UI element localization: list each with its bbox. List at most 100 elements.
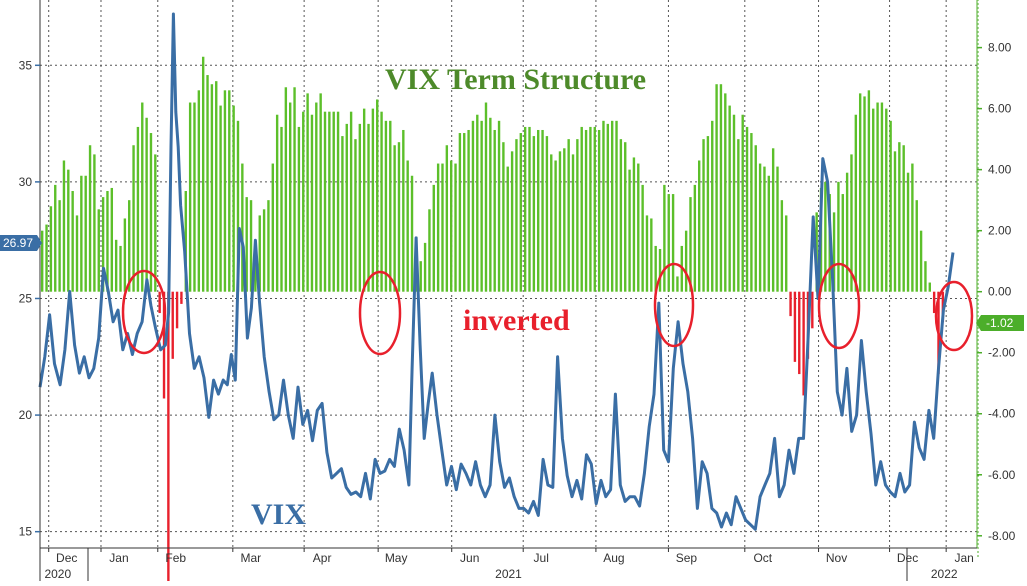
vix-line-layer [38, 12, 955, 531]
term-structure-bar [432, 184, 435, 292]
term-structure-bar [228, 90, 231, 292]
term-structure-bar [402, 129, 405, 292]
term-structure-bar [132, 145, 135, 292]
term-structure-bar [188, 102, 192, 292]
term-structure-bar [763, 166, 766, 292]
term-structure-bar [341, 136, 344, 292]
term-structure-bar [850, 154, 853, 292]
term-structure-bar [932, 291, 936, 314]
term-structure-bar [876, 102, 879, 292]
term-structure-bar [71, 191, 74, 292]
term-structure-bar [767, 175, 771, 292]
term-structure-bar [711, 120, 714, 292]
vix-label: VIX [251, 498, 306, 531]
term-structure-bar [571, 154, 575, 292]
term-structure-bar [241, 163, 244, 292]
term-structure-bar [724, 93, 727, 292]
month-label: Jan [109, 551, 128, 565]
month-label: Aug [603, 551, 624, 565]
term-structure-bar [523, 126, 527, 292]
year-label: 2021 [495, 567, 522, 581]
term-structure-bar [872, 108, 875, 292]
term-structure-bar [358, 123, 362, 292]
term-structure-bar [201, 56, 205, 292]
term-structure-bar [128, 200, 131, 292]
term-structure-bar [463, 133, 466, 292]
month-label: May [385, 551, 408, 565]
term-structure-bar [371, 108, 375, 292]
right-value-badge: -1.02 [976, 315, 1024, 331]
term-structure-bar [336, 111, 340, 292]
term-structure-bar [754, 145, 757, 292]
term-structure-bar [449, 160, 453, 292]
term-structure-bar [580, 126, 583, 292]
term-structure-bar [419, 261, 422, 292]
term-structure-bar [441, 163, 444, 292]
month-label: Feb [165, 551, 186, 565]
right-value-badge-text: -1.02 [986, 316, 1014, 330]
term-structure-bar [306, 93, 309, 292]
term-structure-bar [632, 157, 636, 292]
term-structure-bar [811, 291, 814, 329]
left-tick-label: 30 [19, 175, 33, 189]
right-tick-label: 0.00 [988, 285, 1012, 299]
term-structure-bar [506, 166, 509, 292]
term-structure-bar [332, 111, 335, 292]
term-structure-bar [49, 206, 53, 292]
term-structure-bar [384, 120, 388, 292]
term-structure-bars [41, 56, 945, 586]
term-structure-bar [323, 111, 327, 292]
term-structure-bar [249, 200, 253, 292]
term-structure-bar [423, 242, 427, 292]
term-structure-bar [315, 102, 318, 292]
term-structure-bar [802, 291, 805, 396]
term-structure-bar [380, 111, 383, 292]
term-structure-bar [550, 154, 553, 292]
term-structure-bar [911, 163, 914, 292]
term-structure-bar [854, 114, 858, 292]
term-structure-bar [97, 209, 100, 292]
term-structure-bar [480, 120, 483, 292]
month-label: Nov [826, 551, 847, 565]
term-structure-bar [567, 139, 570, 292]
month-label: Jun [460, 551, 479, 565]
term-structure-bar [123, 218, 127, 292]
month-label: Dec [897, 551, 918, 565]
term-structure-bar [410, 175, 414, 292]
term-structure-bar [271, 163, 274, 292]
month-label: Jul [534, 551, 549, 565]
term-structure-bar [180, 291, 183, 304]
term-structure-bar [184, 191, 187, 292]
term-structure-bar [658, 248, 662, 292]
term-structure-bar [589, 126, 592, 292]
term-structure-bar [141, 102, 144, 292]
right-tick-label: 2.00 [988, 224, 1012, 238]
left-value-badge-text: 26.97 [3, 236, 33, 250]
term-structure-bar [289, 102, 292, 292]
term-structure-bar [254, 258, 257, 292]
term-structure-bar [558, 151, 562, 292]
term-structure-bar [798, 291, 801, 375]
term-structure-bar [893, 151, 897, 292]
term-structure-bar [175, 291, 179, 329]
annotations: VIX Term Structure inverted VIX [251, 63, 646, 531]
term-structure-bar [745, 126, 749, 292]
term-structure-bar [101, 197, 105, 292]
left-value-badge: 26.97 [0, 235, 42, 251]
term-structure-bar [541, 129, 544, 292]
right-tick-label: -4.00 [988, 407, 1016, 421]
term-structure-bar [576, 139, 579, 292]
left-tick-label: 35 [19, 58, 33, 72]
term-structure-bar [789, 291, 792, 317]
term-structure-bar [537, 129, 540, 292]
month-label: Jan [954, 551, 973, 565]
term-structure-bar [45, 224, 48, 292]
term-structure-bar [515, 139, 518, 292]
term-structure-bar [223, 90, 227, 292]
term-structure-bar [267, 200, 270, 292]
term-structure-bar [785, 215, 788, 292]
term-structure-bar [841, 194, 844, 292]
axes: 15 20 25 30 35 8.00 6.00 4.00 2.00 0.00 -2.00 -4.00… [19, 0, 1016, 581]
term-structure-bar [563, 148, 566, 292]
term-structure-bar [489, 117, 492, 292]
